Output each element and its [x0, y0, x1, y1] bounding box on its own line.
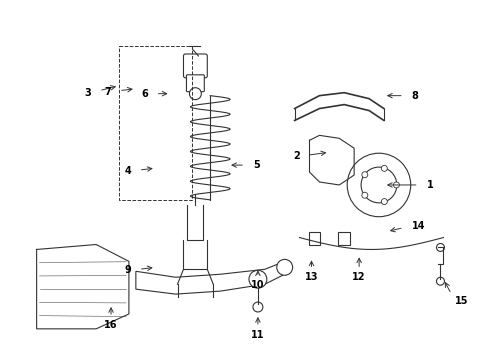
- Text: 6: 6: [141, 89, 148, 99]
- Text: 4: 4: [124, 166, 131, 176]
- Text: 11: 11: [251, 330, 265, 340]
- FancyBboxPatch shape: [187, 75, 204, 92]
- Circle shape: [437, 277, 444, 285]
- Text: 9: 9: [124, 265, 131, 275]
- Bar: [338, 231, 350, 246]
- Circle shape: [381, 165, 387, 171]
- Text: 7: 7: [104, 87, 111, 96]
- Text: 2: 2: [293, 151, 300, 161]
- Text: 13: 13: [305, 272, 318, 282]
- Text: 3: 3: [85, 87, 92, 98]
- Circle shape: [362, 172, 368, 178]
- Text: 12: 12: [352, 272, 366, 282]
- Circle shape: [277, 260, 293, 275]
- Circle shape: [361, 167, 397, 203]
- Circle shape: [249, 270, 267, 288]
- Bar: [119, 46, 193, 200]
- Polygon shape: [136, 261, 285, 294]
- Circle shape: [190, 88, 201, 100]
- Text: 10: 10: [251, 280, 265, 290]
- Circle shape: [362, 192, 368, 198]
- Text: 14: 14: [412, 221, 425, 231]
- Circle shape: [347, 153, 411, 217]
- Circle shape: [253, 302, 263, 312]
- Circle shape: [437, 243, 444, 251]
- Circle shape: [381, 199, 387, 204]
- Bar: [309, 231, 320, 246]
- Text: 5: 5: [253, 160, 260, 170]
- Text: 16: 16: [104, 320, 118, 330]
- Text: 15: 15: [455, 296, 468, 306]
- Text: 8: 8: [412, 91, 418, 101]
- FancyBboxPatch shape: [183, 54, 207, 78]
- Circle shape: [393, 182, 399, 188]
- Text: 1: 1: [427, 180, 433, 190]
